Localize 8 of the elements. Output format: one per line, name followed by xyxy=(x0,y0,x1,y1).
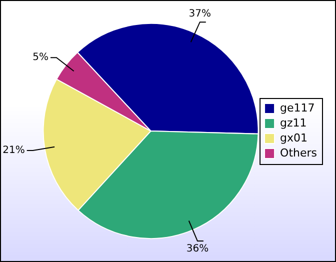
data-label: 37% xyxy=(188,8,212,20)
data-label: 21% xyxy=(2,145,25,156)
legend-label: gz11 xyxy=(280,116,307,130)
data-label: 5% xyxy=(32,52,48,64)
legend-label: Others xyxy=(280,146,318,160)
legend-label: gx01 xyxy=(280,131,308,144)
legend-label: ge117 xyxy=(280,101,315,114)
data-label: 36% xyxy=(186,244,209,255)
